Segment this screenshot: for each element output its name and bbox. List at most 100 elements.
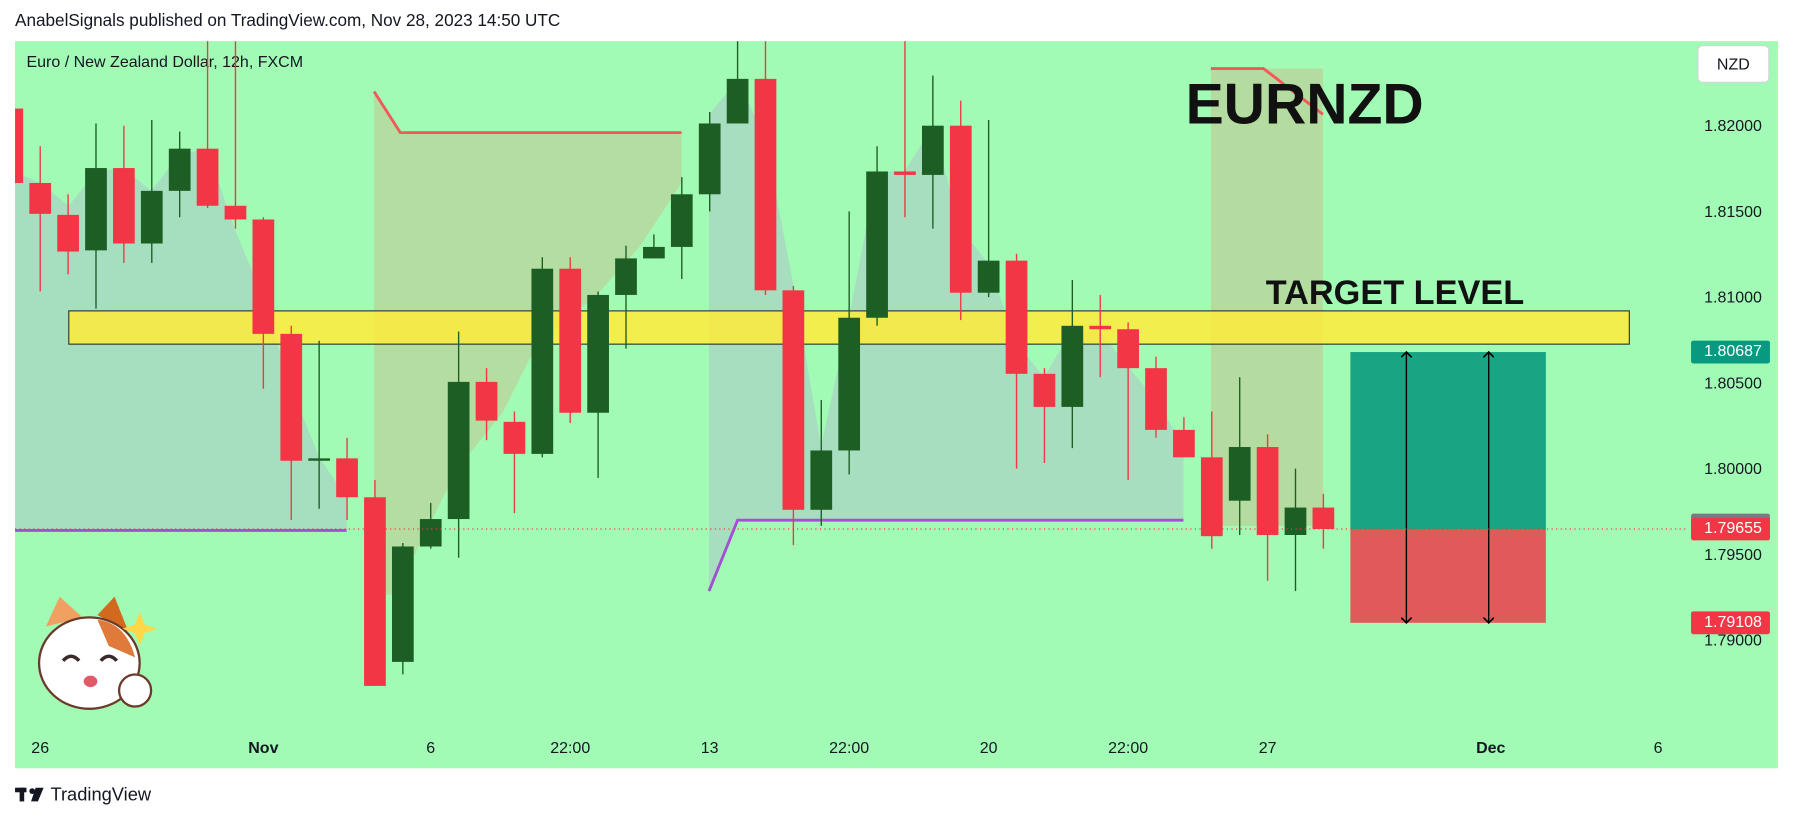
button-box[interactable] — [1697, 45, 1770, 83]
candle-body — [670, 194, 693, 247]
x-tick-label: 20 — [980, 740, 998, 757]
x-tick-label: 22:00 — [550, 740, 590, 757]
candle-body — [782, 290, 805, 510]
y-tick-label: 1.81000 — [1704, 290, 1762, 307]
candle-body — [643, 246, 665, 259]
candle-body — [559, 268, 582, 413]
loss-zone — [1350, 529, 1546, 623]
x-tick-label: 26 — [31, 740, 49, 757]
currency-button[interactable]: NZD — [1697, 45, 1770, 83]
y-tick-label: 1.79000 — [1704, 633, 1762, 650]
publisher-line: AnabelSignals published on TradingView.c… — [15, 10, 560, 30]
candle-body — [1256, 447, 1279, 536]
candle-body — [140, 190, 163, 244]
candle-body — [15, 108, 24, 183]
price-tag — [1691, 611, 1770, 635]
candle-body — [587, 294, 609, 413]
paw — [117, 673, 153, 708]
price-axis: 1.79000 1.79500 1.80000 1.80500 1.81000 1.815… — [1691, 118, 1770, 650]
candle-body — [698, 123, 721, 195]
candle-body — [1173, 429, 1195, 458]
candle-body — [364, 497, 386, 686]
annotation: TARGET LEVEL — [1266, 274, 1524, 312]
candle-body — [1061, 325, 1084, 407]
x-tick-label: 6 — [426, 740, 435, 757]
red-line — [372, 90, 682, 135]
price-tag-label: 1.79108 — [1704, 614, 1762, 631]
annotation: EURNZD — [1186, 73, 1424, 137]
mouth — [83, 675, 98, 688]
candle-body — [447, 381, 470, 520]
candle-body — [1284, 507, 1307, 536]
candle-body — [894, 171, 916, 175]
sticker — [37, 596, 157, 710]
eye — [99, 654, 119, 662]
footer-brand: TradingView — [50, 784, 151, 805]
candle-body — [280, 333, 303, 461]
purple-line — [707, 518, 1184, 592]
ear — [97, 596, 129, 632]
logo-part — [29, 788, 36, 794]
marks — [15, 41, 1687, 686]
red-line — [1210, 67, 1324, 116]
candle-body — [85, 168, 107, 251]
sparkle — [122, 611, 157, 646]
chart-title: Euro / New Zealand Dollar, 12h, FXCM — [26, 54, 303, 71]
profit-zone — [1350, 352, 1546, 530]
candle-body — [1228, 447, 1251, 501]
price-tag-label: 1.79655 — [1704, 520, 1762, 537]
candle-body — [113, 168, 135, 244]
x-tick-label: 22:00 — [829, 740, 869, 757]
patch — [97, 619, 136, 658]
candle-body — [1033, 373, 1056, 407]
price-tag — [1691, 517, 1770, 541]
candle-body — [308, 458, 331, 461]
candle-body — [391, 546, 414, 662]
candle-body — [196, 148, 219, 206]
candle-body — [810, 450, 833, 510]
x-tick-label: Nov — [248, 740, 278, 757]
candle-body — [1145, 368, 1167, 430]
candle-body — [921, 125, 944, 175]
logo-part — [31, 787, 44, 802]
candle-body — [977, 260, 1000, 293]
candle-body — [1200, 457, 1223, 537]
y-tick-label: 1.81500 — [1704, 204, 1762, 221]
price-tag-label: 1.80687 — [1704, 343, 1762, 360]
candle-body — [754, 78, 777, 291]
candle-body — [168, 148, 191, 191]
candle-body — [1005, 260, 1028, 374]
y-tick-label: 1.79500 — [1704, 547, 1762, 564]
candle-body — [866, 171, 888, 318]
candle-body — [503, 421, 526, 454]
candle-body — [838, 317, 861, 451]
candle-body — [726, 78, 749, 124]
y-tick-label: 1.80500 — [1704, 375, 1762, 392]
x-tick-label: 13 — [701, 740, 719, 757]
candle-body — [531, 268, 554, 454]
candle-body — [1089, 325, 1112, 330]
candle-body — [475, 381, 498, 421]
y-tick-label: 1.80000 — [1704, 461, 1762, 478]
price-tag — [1691, 340, 1770, 364]
candle-body — [252, 219, 275, 334]
candle-body — [224, 205, 247, 220]
candle-body — [336, 458, 358, 498]
candle-body — [615, 258, 637, 295]
eye — [61, 654, 81, 662]
x-tick-label: 22:00 — [1108, 740, 1148, 757]
footer-logo — [15, 787, 44, 802]
logo-part — [19, 787, 25, 802]
y-tick-label: 1.82000 — [1704, 118, 1762, 135]
candle-body — [419, 519, 442, 547]
x-tick-label: 6 — [1654, 740, 1663, 757]
button-label[interactable]: NZD — [1717, 56, 1750, 73]
x-tick-label: 27 — [1259, 740, 1277, 757]
candle-body — [949, 125, 972, 293]
candle-body — [29, 182, 52, 214]
x-tick-label: Dec — [1476, 740, 1505, 757]
candle-body — [57, 214, 79, 252]
candle-body — [1312, 507, 1335, 530]
